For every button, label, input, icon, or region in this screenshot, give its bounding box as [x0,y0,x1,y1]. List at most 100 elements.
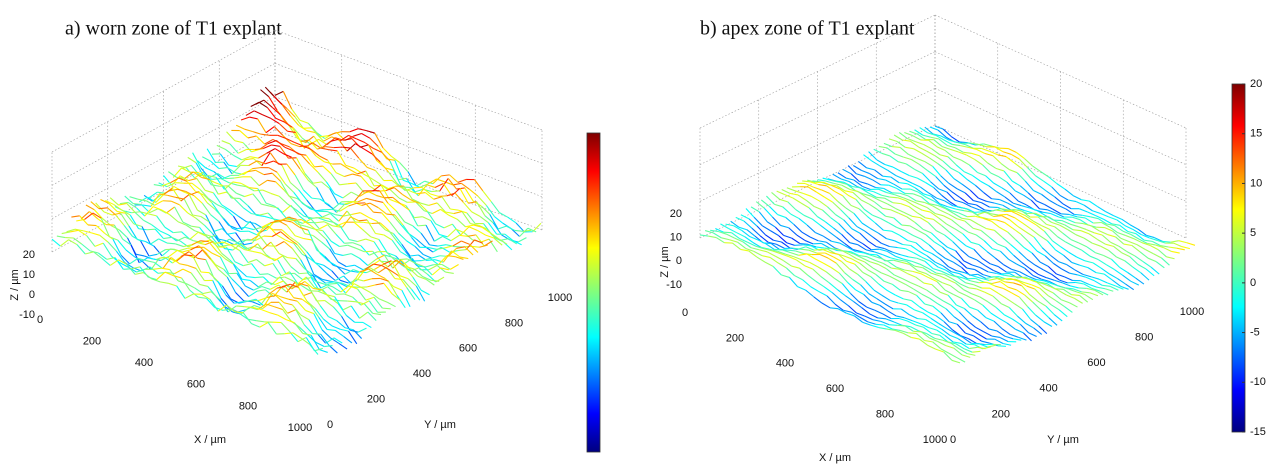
surface-line [868,270,876,275]
surface-line [159,239,167,243]
surface-line [161,268,169,269]
surface-line [245,194,253,197]
surface-line [191,226,199,227]
surface-line [1005,282,1013,283]
surface-line [268,322,276,334]
surface-line [803,280,811,287]
surface-line [459,235,467,236]
surface-line [278,221,286,226]
surface-line [356,302,364,304]
surface-line [355,191,363,201]
surface-line [778,215,786,218]
surface-line [700,235,708,236]
surface-line [251,214,259,215]
surface-line [788,202,796,210]
surface-line [1030,178,1038,185]
surface-line [362,229,370,236]
surface-line [922,153,930,158]
surface-line [1090,293,1098,296]
surface-line [506,226,514,230]
surface-line [775,204,783,206]
surface-line [247,277,255,278]
surface-line [259,102,267,107]
surface-line [854,213,862,223]
surface-line [870,262,878,265]
surface-line [1088,268,1096,273]
surface-line [971,343,979,344]
surface-line [251,264,259,275]
surface-line [330,189,338,204]
surface-line [875,223,883,230]
surface-line [938,218,946,224]
surface-line [96,226,104,234]
surface-line [841,179,849,182]
surface-line [1004,315,1012,319]
surface-line [371,237,379,240]
surface-line [850,243,858,245]
surface-line [173,232,181,233]
surface-line [1125,261,1133,267]
surface-line [977,149,985,153]
surface-line [164,237,172,238]
surface-line [182,278,190,290]
surface-line [799,254,807,255]
surface-line [1136,278,1144,284]
surface-line [200,284,208,286]
surface-line [819,292,827,296]
surface-line [1068,200,1076,202]
surface-line [424,267,432,275]
surface-line [956,165,964,172]
surface-line [983,165,991,173]
surface-line [959,173,967,180]
surface-line [815,232,823,236]
surface-line [767,222,775,227]
surface-line [1156,262,1164,268]
surface-line [126,250,134,257]
surface-line [783,261,791,267]
surface-line [1073,196,1081,200]
surface-line [916,243,924,250]
surface-line [250,157,258,159]
surface-line [947,145,955,147]
surface-line [272,232,280,237]
surface-line [721,238,729,240]
surface-line [972,175,980,181]
surface-line [253,132,261,135]
surface-line [403,225,411,237]
surface-line [1060,195,1068,200]
surface-line [242,279,250,280]
surface-line [379,299,387,303]
z-tick-label: -10 [666,279,682,291]
surface-line [962,355,970,357]
surface-line [855,239,863,244]
surface-line [221,179,229,183]
surface-line [861,170,869,173]
surface-line [215,210,223,219]
surface-line [375,201,383,203]
surface-line [515,230,523,231]
surface-line [1056,301,1064,307]
surface-line [458,179,466,182]
surface-line [291,267,299,274]
surface-line [986,176,994,183]
surface-line [902,140,910,141]
surface-line [245,227,253,229]
surface-line [897,325,905,326]
surface-line [822,303,830,308]
surface-line [322,330,330,338]
surface-line [1061,300,1069,303]
surface-line [336,234,344,243]
surface-line [69,240,77,245]
surface-line [930,158,938,164]
surface-line [333,307,341,317]
surface-line [1081,231,1089,234]
surface-line [916,158,924,161]
surface-line [1158,250,1166,257]
surface-line [965,221,973,228]
colorbar-tick-label: 15 [1250,128,1262,140]
surface-line [118,204,126,206]
surface-line [360,258,368,265]
surface-line [1039,185,1047,191]
surface-line [377,274,385,278]
surface-line [399,259,407,260]
